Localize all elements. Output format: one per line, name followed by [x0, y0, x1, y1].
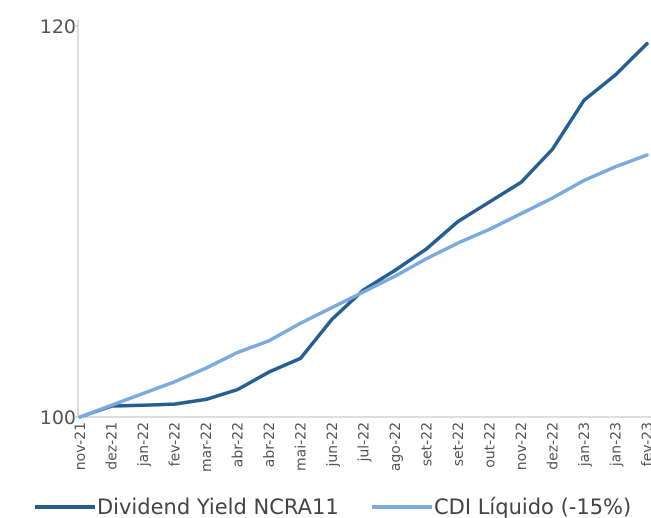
- x-tick-label: nov-21: [73, 422, 89, 470]
- x-tick-label: jan-22: [136, 422, 152, 467]
- x-tick-label: jan-23: [609, 422, 625, 467]
- x-tick-label: set-22: [451, 422, 467, 466]
- series-line: [78, 41, 649, 419]
- x-tick-label: fev-22: [168, 422, 184, 466]
- x-tick-label: dez-21: [105, 422, 121, 470]
- x-tick-label: out-22: [483, 422, 499, 468]
- x-tick-label: ago-22: [388, 422, 404, 471]
- x-tick-label: jan-23: [577, 422, 593, 467]
- y-tick-label: 100: [40, 407, 76, 429]
- x-tick-label: jun-22: [325, 422, 341, 468]
- x-tick-label: mai-22: [294, 422, 310, 471]
- x-tick-label: nov-22: [514, 422, 530, 470]
- x-tick-label: abr-22: [262, 422, 278, 467]
- series-line: [78, 153, 649, 419]
- x-tick-label: fev-23: [640, 422, 651, 466]
- x-tick-label: dez-22: [546, 422, 562, 470]
- x-tick-label: set-22: [420, 422, 436, 466]
- y-tick-label: 120: [40, 16, 76, 38]
- x-tick-label: jul-22: [357, 422, 373, 463]
- x-tick-label: abr-22: [231, 422, 247, 467]
- legend-label: Dividend Yield NCRA11: [97, 495, 339, 518]
- x-tick-label: mar-22: [199, 422, 215, 472]
- legend-label: CDI Líquido (-15%): [434, 495, 631, 518]
